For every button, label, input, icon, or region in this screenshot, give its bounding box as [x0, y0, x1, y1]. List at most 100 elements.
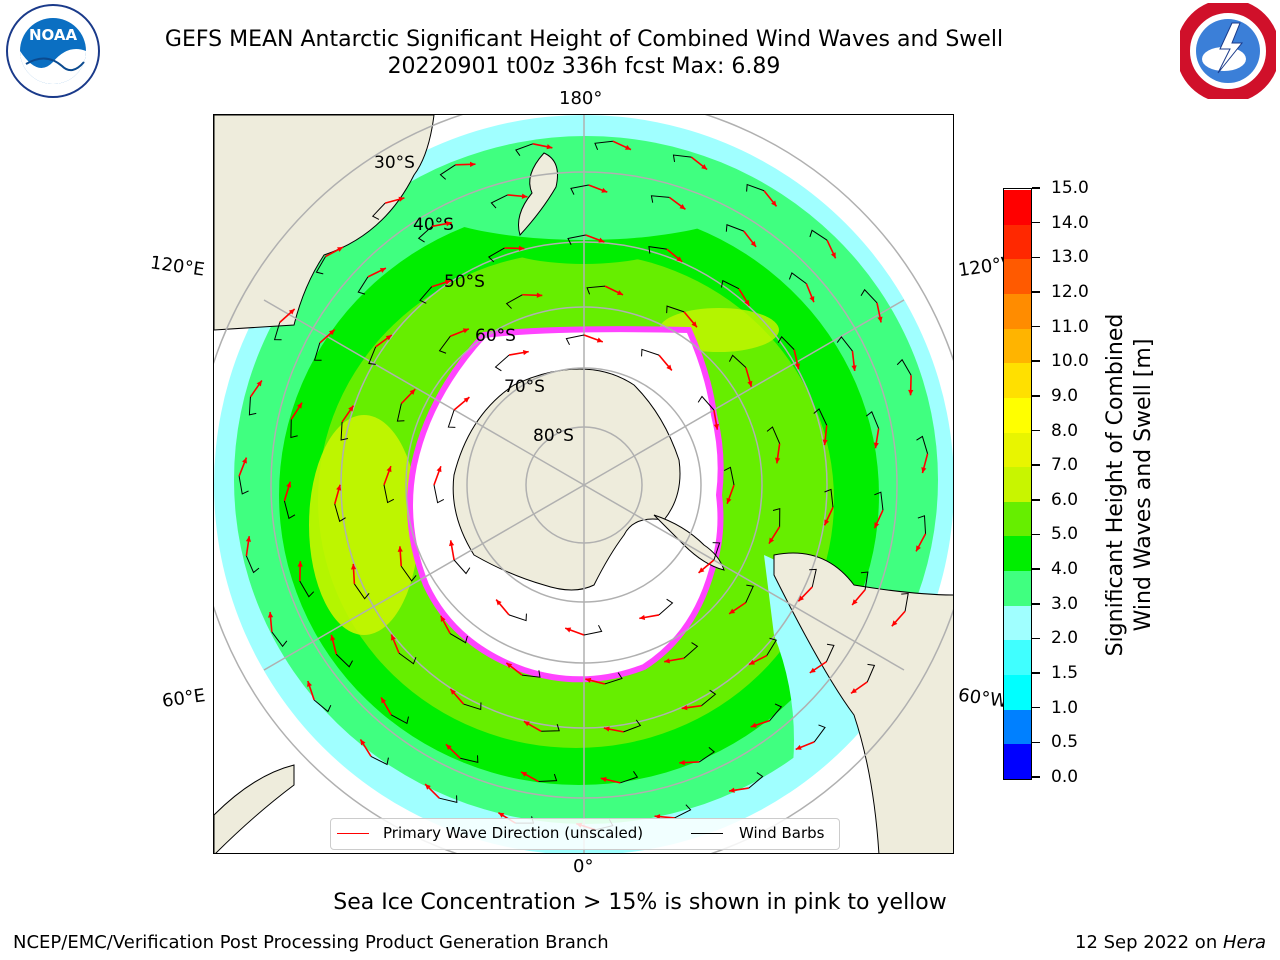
map-legend: Primary Wave Direction (unscaled) Wind B… — [330, 818, 840, 850]
wind-barb — [433, 484, 445, 504]
wave-arrowhead — [596, 337, 603, 343]
colorbar-tick — [1032, 533, 1040, 536]
colorbar-tick — [1032, 325, 1040, 328]
wave-arrowhead — [600, 776, 607, 783]
wind-barb — [522, 670, 541, 678]
lon-label-0: 0° — [573, 856, 594, 877]
wave-arrowhead — [664, 658, 670, 664]
colorbar-tick — [1032, 776, 1040, 778]
wind-barb — [340, 421, 349, 441]
wind-barb — [777, 335, 795, 351]
colorbar-tick — [1032, 360, 1040, 362]
wind-barb — [623, 719, 642, 733]
wave-arrowhead — [436, 466, 442, 473]
wind-barb — [901, 592, 909, 612]
wind-barb — [683, 642, 699, 659]
wind-barb — [248, 396, 257, 416]
nws-logo — [1176, 0, 1280, 103]
wind-barb — [745, 584, 754, 603]
wind-barb — [538, 773, 558, 783]
colorbar-tick-label: 1.0 — [1051, 697, 1079, 718]
colorbar-tick-label: 1.5 — [1051, 663, 1079, 684]
colorbar-segment — [1004, 570, 1031, 606]
wave-arrowhead — [822, 439, 828, 446]
polar-map: 30°S 40°S 50°S 60°S 70°S 80°S — [213, 114, 954, 854]
colorbar — [1003, 188, 1032, 780]
wave-arrowhead — [654, 814, 661, 820]
wave-arrowhead — [824, 519, 830, 526]
chart-title: GEFS MEAN Antarctic Significant Height o… — [164, 27, 1004, 52]
colorbar-segment — [1004, 224, 1031, 260]
wave-arrowhead — [891, 620, 898, 627]
wind-barb — [299, 580, 315, 598]
wind-barb — [874, 491, 884, 511]
wind-barb — [641, 348, 660, 357]
lon-label-180: 180° — [559, 88, 603, 109]
wind-barb — [353, 583, 370, 600]
wind-barb — [505, 294, 523, 309]
wind-barb — [398, 652, 417, 665]
wind-barb — [746, 183, 765, 192]
wind-barb — [860, 571, 869, 590]
wind-barb — [723, 466, 735, 486]
wind-barbs — [238, 140, 929, 831]
wind-barb — [271, 631, 288, 648]
wave-arrowhead — [795, 744, 802, 750]
wind-barb — [809, 229, 828, 241]
wind-barb — [460, 755, 479, 763]
wind-barb — [368, 346, 377, 365]
wave-arrowhead — [296, 402, 303, 409]
credit-line: NCEP/EMC/Verification Post Processing Pr… — [13, 932, 609, 953]
wind-barb — [699, 746, 716, 763]
colorbar-title-line1: Significant Height of Combined — [1103, 313, 1128, 657]
colorbar-tick — [1032, 672, 1040, 674]
chart-subtitle: 20220901 t00z 336h fcst Max: 6.89 — [387, 54, 781, 79]
wind-barb — [335, 653, 353, 668]
wave-arrowhead — [877, 316, 883, 323]
wave-arrowhead — [498, 812, 505, 818]
legend-wave-direction-swatch — [337, 833, 369, 834]
wave-arrowhead — [397, 546, 403, 552]
lon-label-60e: 60°E — [160, 685, 207, 712]
wave-arrowhead — [676, 256, 683, 262]
colorbar-segment — [1004, 258, 1031, 294]
wind-barb — [866, 663, 876, 683]
wind-barb — [273, 322, 282, 341]
sea-ice-note: Sea Ice Concentration > 15% is shown in … — [333, 890, 947, 915]
wind-barb — [334, 503, 346, 523]
colorbar-tick-label: 5.0 — [1051, 524, 1079, 545]
land-africa — [214, 764, 295, 853]
colorbar-tick-label: 12.0 — [1051, 281, 1089, 302]
wave-arrowhead — [908, 389, 914, 396]
colorbar-tick — [1032, 221, 1040, 224]
colorbar-tick — [1032, 568, 1040, 570]
wind-barb — [439, 164, 456, 180]
wave-arrowhead — [506, 662, 513, 669]
colorbar-tick — [1032, 603, 1040, 605]
colorbar-segment — [1004, 189, 1031, 225]
legend-wave-direction-label: Primary Wave Direction (unscaled) — [383, 824, 644, 842]
wave-arrowhead — [385, 335, 392, 341]
wave-arrowhead — [256, 380, 262, 387]
wind-barb — [720, 279, 740, 290]
land-south-america — [773, 552, 953, 853]
colorbar-segment — [1004, 743, 1031, 779]
wave-arrowhead — [775, 457, 781, 464]
wind-barb — [371, 202, 386, 220]
wind-barb — [419, 286, 433, 304]
wave-arrowhead — [809, 296, 815, 303]
wave-arrowhead — [666, 364, 672, 371]
colorbar-tick — [1032, 706, 1040, 709]
wind-barb — [865, 411, 880, 429]
wind-barb — [896, 358, 912, 376]
wind-barb — [658, 598, 674, 616]
wave-arrowhead — [679, 760, 685, 766]
colorbar-tick — [1032, 256, 1040, 259]
colorbar-tick-label: 10.0 — [1051, 351, 1089, 372]
wind-barb — [701, 689, 717, 707]
colorbar-tick — [1032, 429, 1040, 432]
wave-arrowhead — [639, 614, 646, 620]
colorbar-tick-label: 9.0 — [1051, 385, 1079, 406]
wind-barb — [494, 354, 510, 372]
wind-barb — [245, 555, 260, 574]
